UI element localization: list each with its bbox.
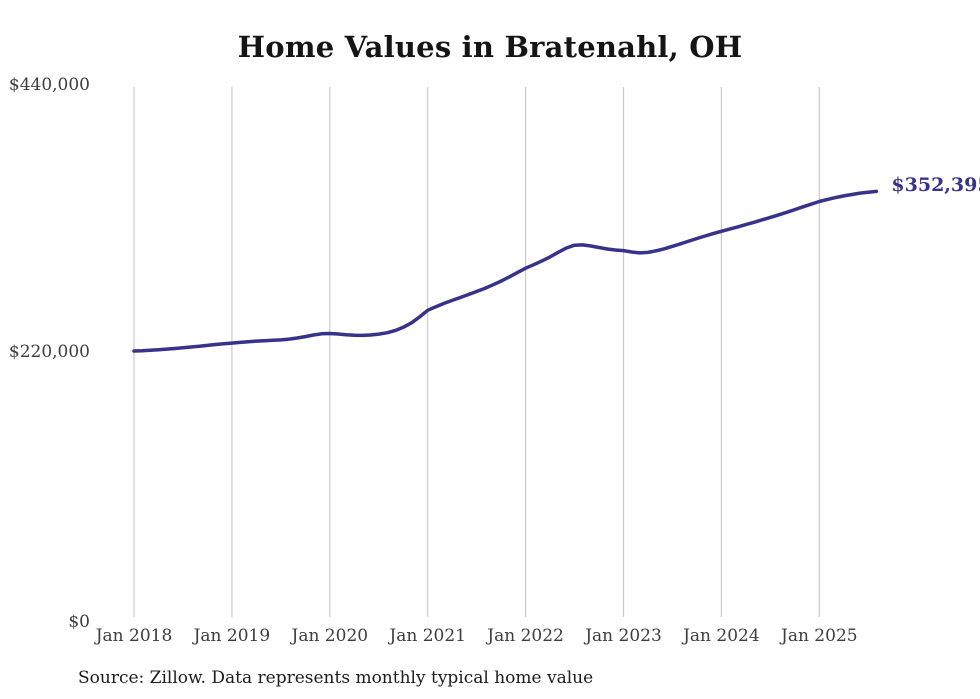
x-tick-label: Jan 2018 xyxy=(95,626,173,646)
x-tick-label: Jan 2021 xyxy=(389,626,466,646)
x-tick-label: Jan 2024 xyxy=(683,626,760,646)
home-value-line xyxy=(132,189,879,353)
x-tick-label: Jan 2023 xyxy=(585,626,662,646)
gridlines xyxy=(133,87,820,617)
x-tick-label: Jan 2025 xyxy=(781,626,858,646)
y-tick-label-440000: $440,000 xyxy=(8,75,90,95)
y-tick-label-0: $0 xyxy=(68,612,90,632)
y-tick-label-220000: $220,000 xyxy=(8,342,90,362)
x-tick-label: Jan 2019 xyxy=(193,626,271,646)
x-tick-label: Jan 2022 xyxy=(487,626,564,646)
x-tick-label: Jan 2020 xyxy=(291,626,369,646)
source-note: Source: Zillow. Data represents monthly … xyxy=(78,668,594,688)
end-value-label: $352,395 xyxy=(891,174,980,197)
chart-title: Home Values in Bratenahl, OH xyxy=(237,30,743,64)
